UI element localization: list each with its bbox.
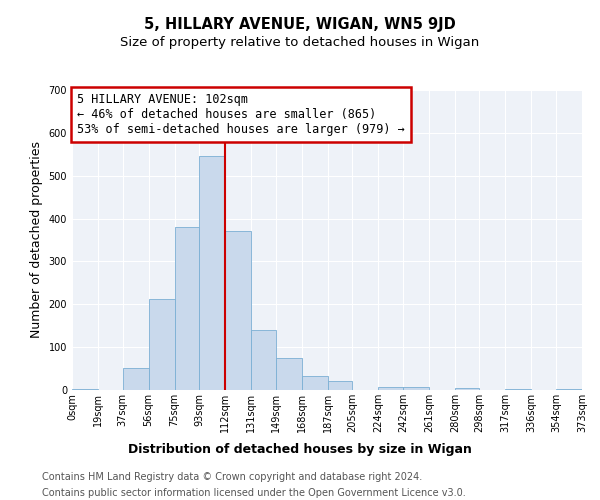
Bar	[556, 389, 582, 390]
Text: Distribution of detached houses by size in Wigan: Distribution of detached houses by size …	[128, 442, 472, 456]
Text: 5, HILLARY AVENUE, WIGAN, WN5 9JD: 5, HILLARY AVENUE, WIGAN, WN5 9JD	[144, 18, 456, 32]
Text: Contains public sector information licensed under the Open Government Licence v3: Contains public sector information licen…	[42, 488, 466, 498]
Bar	[455, 388, 479, 390]
Bar	[149, 298, 175, 390]
Y-axis label: Number of detached properties: Number of detached properties	[30, 142, 43, 338]
Text: 5 HILLARY AVENUE: 102sqm
← 46% of detached houses are smaller (865)
53% of semi-: 5 HILLARY AVENUE: 102sqm ← 46% of detach…	[77, 93, 405, 136]
Bar	[122, 368, 149, 390]
Bar	[378, 386, 403, 390]
Bar	[302, 376, 328, 390]
Bar	[72, 389, 98, 390]
Bar	[505, 388, 532, 390]
Bar	[175, 227, 199, 390]
Bar	[225, 232, 251, 390]
Text: Size of property relative to detached houses in Wigan: Size of property relative to detached ho…	[121, 36, 479, 49]
Bar	[199, 156, 225, 390]
Bar	[276, 358, 302, 390]
Bar	[251, 330, 276, 390]
Text: Contains HM Land Registry data © Crown copyright and database right 2024.: Contains HM Land Registry data © Crown c…	[42, 472, 422, 482]
Bar	[328, 382, 352, 390]
Bar	[403, 386, 429, 390]
